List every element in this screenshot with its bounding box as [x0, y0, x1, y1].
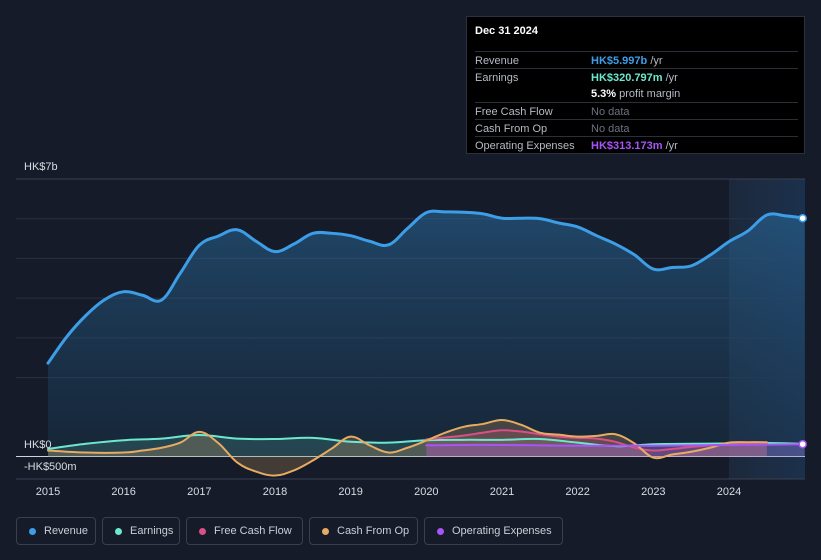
tooltip-value-unit: profit margin [619, 88, 681, 100]
tooltip-value-number: HK$320.797m [591, 72, 663, 84]
tooltip-value-unit: /yr [665, 140, 678, 152]
cash-from-op-line [47, 418, 768, 477]
y-axis-labels: HK$7b HK$0 -HK$500m [24, 161, 77, 473]
tooltip-value-unit: /yr [650, 55, 663, 67]
x-tick-label: 2019 [338, 486, 362, 498]
tooltip-row-value: No data [591, 106, 630, 118]
legend-dot-icon [29, 528, 36, 535]
revenue-line [46, 209, 807, 365]
tooltip-row-value: HK$313.173m /yr [591, 140, 678, 152]
x-tick-label: 2016 [111, 486, 135, 498]
y-tick-label: -HK$500m [24, 461, 77, 473]
tooltip-row: Free Cash Flow No data [475, 102, 798, 120]
tooltip-no-data: No data [591, 123, 630, 135]
legend-label: Free Cash Flow [214, 525, 292, 537]
tooltip-no-data: No data [591, 106, 630, 118]
revenue-end-marker [798, 213, 807, 223]
tooltip-value-number: HK$313.173m [591, 140, 663, 152]
tooltip-row: 5.3% profit margin [475, 85, 798, 102]
legend-item-free-cash-flow[interactable]: Free Cash Flow [186, 517, 303, 545]
tooltip-value-number: HK$5.997b [591, 55, 648, 67]
tooltip-row: Revenue HK$5.997b /yr [475, 51, 798, 69]
tooltip-row-label: Cash From Op [475, 123, 548, 135]
tooltip-row: Operating Expenses HK$313.173m /yr [475, 136, 798, 154]
x-tick-label: 2015 [36, 486, 60, 498]
legend-label: Cash From Op [337, 525, 410, 537]
legend-item-operating-expenses[interactable]: Operating Expenses [424, 517, 563, 545]
tooltip: Dec 31 2024 Revenue HK$5.997b /yr Earnings… [466, 16, 805, 154]
legend-label: Operating Expenses [452, 525, 552, 537]
tooltip-row-label: Earnings [475, 72, 519, 84]
x-tick-label: 2017 [187, 486, 211, 498]
legend-label: Revenue [44, 525, 89, 537]
x-tick-label: 2018 [263, 486, 287, 498]
legend-dot-icon [322, 528, 329, 535]
tooltip-row-value: HK$320.797m /yr [591, 72, 678, 84]
tooltip-row: Earnings HK$320.797m /yr [475, 68, 798, 86]
tooltip-row-value: 5.3% profit margin [591, 88, 680, 100]
y-tick-label: HK$0 [24, 439, 52, 451]
x-tick-label: 2020 [414, 486, 438, 498]
tooltip-row-label: Free Cash Flow [475, 106, 553, 118]
revenue-area [48, 211, 805, 457]
tooltip-date: Dec 31 2024 [475, 25, 538, 37]
x-tick-label: 2021 [490, 486, 514, 498]
legend-label: Earnings [130, 525, 174, 537]
x-tick-label: 2023 [641, 486, 665, 498]
tooltip-row-label: Revenue [475, 55, 520, 67]
x-axis-labels: 2015 2016 2017 2018 2019 2020 2021 2022 2023 2024 [36, 486, 741, 498]
tooltip-row-label: Operating Expenses [475, 140, 575, 152]
x-tick-label: 2022 [565, 486, 589, 498]
y-tick-label: HK$7b [24, 161, 58, 173]
free-cash-flow-area [426, 430, 767, 457]
tooltip-value-unit: /yr [665, 72, 678, 84]
area-fills [48, 211, 805, 476]
tooltip-value-number: 5.3% [591, 88, 617, 100]
legend-dot-icon [115, 528, 122, 535]
operating-expenses-end-marker [798, 439, 807, 449]
series-lines [46, 209, 807, 477]
tooltip-row-value: No data [591, 123, 630, 135]
legend-dot-icon [199, 528, 206, 535]
legend-item-cash-from-op[interactable]: Cash From Op [309, 517, 418, 545]
x-tick-label: 2024 [717, 486, 741, 498]
tooltip-row-value: HK$5.997b /yr [591, 55, 663, 67]
legend-dot-icon [437, 528, 444, 535]
legend-item-revenue[interactable]: Revenue [16, 517, 96, 545]
operating-expenses-line [425, 443, 806, 447]
legend-item-earnings[interactable]: Earnings [102, 517, 180, 545]
tooltip-row: Cash From Op No data [475, 119, 798, 137]
